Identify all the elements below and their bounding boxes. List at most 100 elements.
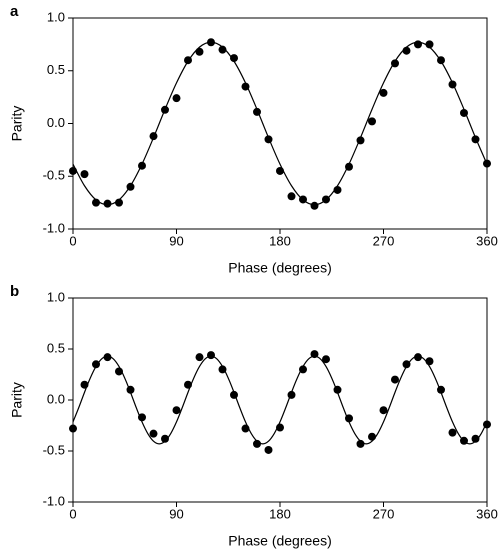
data-point bbox=[460, 436, 468, 445]
y-tick-label: -1.0 bbox=[43, 220, 65, 235]
data-point bbox=[172, 406, 181, 415]
data-point bbox=[448, 428, 457, 437]
data-point bbox=[391, 59, 399, 68]
x-tick-label: 360 bbox=[476, 233, 498, 248]
data-point bbox=[414, 40, 422, 49]
plot-frame bbox=[72, 297, 488, 503]
data-point bbox=[414, 353, 422, 362]
data-point bbox=[299, 365, 307, 374]
data-point bbox=[241, 82, 250, 91]
y-tick-label: 1.0 bbox=[47, 9, 65, 24]
data-point bbox=[368, 432, 376, 441]
y-tick-label: -1.0 bbox=[43, 493, 65, 508]
data-point bbox=[276, 423, 284, 432]
y-axis-label: Parity bbox=[9, 106, 25, 142]
data-point bbox=[126, 385, 135, 394]
data-point bbox=[345, 414, 353, 423]
data-point bbox=[402, 46, 411, 55]
x-tick-label: 0 bbox=[69, 233, 76, 248]
data-point bbox=[69, 166, 77, 175]
y-tick-label: 0.5 bbox=[47, 62, 65, 77]
data-point bbox=[80, 380, 89, 389]
data-point bbox=[241, 424, 250, 433]
data-point bbox=[437, 385, 445, 394]
data-point bbox=[333, 385, 342, 394]
y-tick-label: -0.5 bbox=[43, 168, 65, 183]
data-point bbox=[103, 353, 112, 362]
data-point bbox=[299, 195, 307, 204]
data-point bbox=[345, 162, 353, 171]
data-point bbox=[437, 56, 445, 65]
x-axis-label: Phase (degrees) bbox=[228, 260, 332, 276]
data-point bbox=[207, 38, 215, 47]
data-point bbox=[379, 406, 388, 415]
x-tick-label: 270 bbox=[373, 233, 395, 248]
y-tick-label: -0.5 bbox=[43, 442, 65, 457]
data-point bbox=[310, 350, 319, 359]
data-point bbox=[230, 54, 238, 63]
data-point bbox=[356, 439, 365, 448]
data-point bbox=[368, 117, 376, 126]
data-point bbox=[207, 351, 215, 360]
data-point bbox=[253, 107, 261, 116]
data-point bbox=[333, 185, 342, 194]
data-point bbox=[425, 40, 434, 49]
data-point bbox=[172, 94, 181, 103]
data-point bbox=[448, 80, 457, 89]
x-tick-label: 0 bbox=[69, 506, 76, 521]
data-point bbox=[471, 434, 480, 443]
data-point bbox=[483, 420, 491, 429]
data-point bbox=[322, 195, 330, 204]
data-point bbox=[80, 170, 89, 179]
data-point bbox=[149, 429, 158, 438]
data-point bbox=[218, 45, 227, 54]
data-point bbox=[287, 390, 296, 399]
x-axis-label: Phase (degrees) bbox=[228, 533, 332, 549]
data-point bbox=[161, 434, 169, 443]
y-tick-label: 0.0 bbox=[47, 391, 65, 406]
x-tick-label: 360 bbox=[476, 506, 498, 521]
data-point bbox=[195, 47, 204, 56]
x-tick-label: 90 bbox=[169, 233, 183, 248]
data-point bbox=[379, 88, 388, 97]
x-tick-label: 180 bbox=[269, 506, 291, 521]
data-point bbox=[184, 380, 192, 389]
data-point bbox=[310, 201, 319, 210]
data-point bbox=[115, 367, 123, 376]
data-point bbox=[322, 355, 330, 364]
data-point bbox=[264, 445, 273, 454]
data-point bbox=[149, 132, 158, 141]
data-point bbox=[92, 360, 100, 369]
data-point bbox=[103, 199, 112, 208]
data-point bbox=[195, 353, 204, 362]
panel-label: b bbox=[10, 283, 19, 300]
y-tick-label: 0.0 bbox=[47, 115, 65, 130]
data-point bbox=[161, 105, 169, 114]
data-point bbox=[264, 135, 273, 144]
data-point bbox=[391, 375, 399, 384]
data-point bbox=[138, 161, 146, 170]
data-point bbox=[483, 159, 491, 168]
data-point bbox=[92, 198, 100, 207]
fit-line bbox=[72, 41, 488, 206]
data-point bbox=[356, 136, 365, 145]
data-point bbox=[460, 108, 468, 117]
x-tick-label: 270 bbox=[373, 506, 395, 521]
data-point bbox=[115, 198, 123, 207]
data-point bbox=[184, 56, 192, 65]
y-tick-label: 1.0 bbox=[47, 289, 65, 304]
data-point bbox=[471, 135, 480, 144]
data-point bbox=[402, 360, 411, 369]
plot-frame bbox=[72, 17, 488, 230]
data-point bbox=[230, 390, 238, 399]
x-tick-label: 90 bbox=[169, 506, 183, 521]
data-point bbox=[253, 439, 261, 448]
panel-label: a bbox=[10, 3, 19, 20]
y-tick-label: 0.5 bbox=[47, 340, 65, 355]
data-point bbox=[218, 365, 227, 374]
data-point bbox=[276, 166, 284, 175]
data-point bbox=[138, 413, 146, 422]
data-point bbox=[425, 357, 434, 366]
data-point bbox=[69, 424, 77, 433]
